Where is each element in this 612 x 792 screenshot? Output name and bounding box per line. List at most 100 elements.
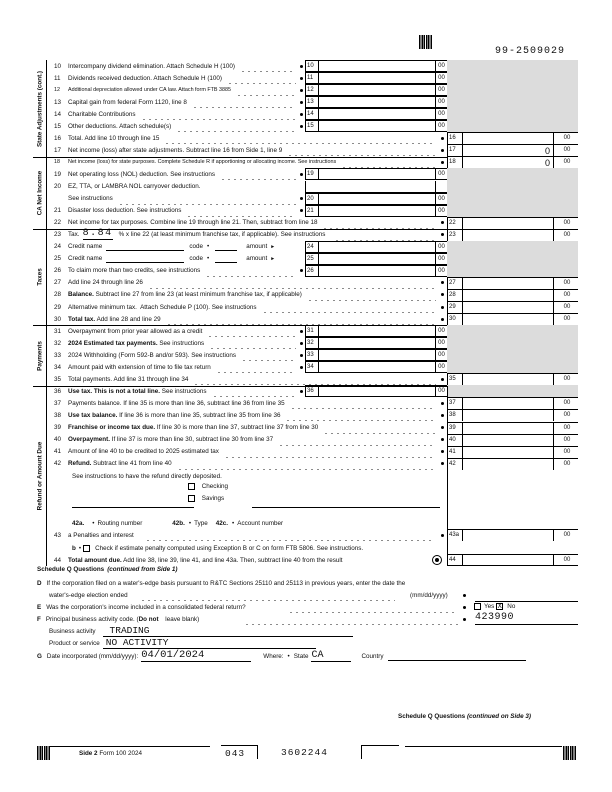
shaded-area (447, 60, 578, 73)
line-36: 36 Use tax. This is not a total line. See… (54, 387, 207, 395)
line-28-box[interactable]: 28 00 (447, 288, 578, 301)
business-activity-code-field[interactable]: 423990 (475, 612, 578, 625)
section-payments: Payments (33, 325, 47, 386)
line-12-box[interactable]: 12 00 (305, 84, 447, 97)
line-27-box[interactable]: 27 00 (447, 276, 578, 289)
credit-name-field[interactable] (106, 242, 185, 252)
leader-dots (220, 168, 296, 181)
line-30-box[interactable]: 30 00 (447, 313, 578, 326)
no-checkbox[interactable]: X (496, 603, 504, 611)
shaded-area (447, 96, 578, 109)
credit-code-field[interactable] (215, 254, 238, 264)
line-24-box[interactable]: 24 00 (305, 240, 447, 253)
savings-option[interactable]: Savings (188, 495, 224, 502)
line-37-box[interactable]: 37 00 (447, 397, 578, 410)
line-20-box[interactable]: 20 00 (305, 192, 447, 205)
line-15-box[interactable]: 15 00 (305, 120, 447, 133)
line-25-box[interactable]: 25 00 (305, 252, 447, 265)
yes-checkbox[interactable] (474, 603, 481, 610)
leader-dots (191, 96, 296, 109)
line-44-box[interactable]: 44 00 (447, 554, 578, 566)
state-field[interactable]: CA (311, 650, 352, 662)
line-24: 24 Credit name code • amount ► (54, 242, 276, 252)
divider (33, 229, 447, 230)
product-service-field[interactable]: NO ACTIVITY (102, 637, 316, 649)
line-42-box[interactable]: 42 00 (447, 457, 578, 470)
line-32-box[interactable]: 32 00 (305, 337, 447, 350)
shaded-area (447, 204, 578, 218)
bullet (441, 413, 444, 417)
date-incorporated-field[interactable]: 04/01/2024 (141, 650, 252, 662)
water-edge-date-field[interactable] (475, 601, 578, 602)
line-34-box[interactable]: 34 00 (305, 361, 447, 374)
line-29-box[interactable]: 29 00 (447, 301, 578, 313)
leader-dots (207, 325, 296, 338)
checking-option[interactable]: Checking (188, 483, 228, 490)
credit-name-field[interactable] (106, 254, 185, 264)
leader-dots (239, 60, 296, 72)
line-20: See instructions (68, 195, 113, 203)
line-19: 19 Net operating loss (NOL) deduction. Se… (54, 170, 216, 178)
leader-dots (140, 108, 296, 121)
country-field[interactable] (387, 652, 526, 661)
line-41-box[interactable]: 41 00 (447, 445, 578, 458)
bullet (441, 281, 444, 285)
line-18-box[interactable]: 18 0 00 (447, 156, 578, 169)
bullet (300, 353, 303, 357)
line-17-box[interactable]: 17 0 00 (447, 144, 578, 157)
line-19-box[interactable]: 19 00 (305, 168, 447, 181)
line-44: 44 Total amount due. Add line 38, line 39… (54, 556, 343, 564)
leader-dots (215, 361, 296, 374)
shaded-area (447, 192, 578, 206)
line-23-box[interactable]: 23 00 (447, 228, 578, 241)
shaded-area (447, 72, 578, 85)
bullet (441, 160, 444, 164)
line-38: 38 Use tax balance. If line 36 is more th… (54, 411, 281, 419)
bullet (441, 293, 444, 297)
savings-checkbox[interactable] (188, 495, 195, 502)
question-e: E Was the corporation's income included i… (37, 603, 246, 611)
leader-dots (323, 421, 436, 434)
leader-dots (288, 601, 458, 613)
line-31-box[interactable]: 31 00 (305, 325, 447, 338)
checking-checkbox[interactable] (188, 483, 195, 490)
divider (33, 325, 447, 326)
leader-dots (244, 613, 458, 625)
bullet (300, 112, 303, 116)
line-36-box[interactable]: 36 00 (305, 385, 447, 398)
bullet (441, 450, 444, 454)
line-22: 22 Net income for tax purposes. Combine l… (54, 219, 318, 227)
tax-rate-field[interactable]: 8.84 (82, 228, 113, 241)
account-number-field[interactable] (252, 507, 440, 508)
bullet (300, 341, 303, 345)
line-13-box[interactable]: 13 00 (305, 96, 447, 109)
bullet (300, 100, 303, 104)
line-26: 26 To claim more than two credits, see in… (54, 267, 201, 275)
line-14-box[interactable]: 14 00 (305, 108, 447, 121)
leader-dots (334, 228, 436, 241)
line-16-box[interactable]: 16 00 (447, 132, 578, 145)
line-39-box[interactable]: 39 00 (447, 421, 578, 434)
leader-dots (341, 156, 436, 169)
routing-number-field[interactable] (72, 507, 194, 508)
line-20-box[interactable] (305, 180, 447, 193)
leader-dots (186, 204, 296, 217)
credit-code-field[interactable] (215, 242, 238, 252)
line-40-box[interactable]: 40 00 (447, 433, 578, 446)
line-33-box[interactable]: 33 00 (305, 349, 447, 362)
line-10-box[interactable]: 10 00 (305, 60, 447, 72)
line-26-box[interactable]: 26 00 (305, 264, 447, 277)
business-activity-field[interactable]: TRADING (102, 625, 353, 637)
line-22-box[interactable]: 22 00 (447, 216, 578, 229)
line-11-box[interactable]: 11 00 (305, 72, 447, 85)
line-21-box[interactable]: 21 00 (305, 204, 447, 217)
question-g: G Date incorporated (mm/dd/yyyy): 04/01/2… (37, 650, 526, 662)
line-40: 40 Overpayment. If line 37 is more than l… (54, 436, 274, 444)
line-43a: 43 a Penalties and interest (54, 531, 134, 539)
line-43a-box[interactable]: 43a 00 (447, 529, 578, 541)
bullet (463, 606, 466, 609)
line-35-box[interactable]: 35 00 (447, 373, 578, 386)
estimate-penalty-checkbox[interactable] (83, 544, 91, 552)
line-38-box[interactable]: 38 00 (447, 409, 578, 422)
leader-dots (147, 276, 436, 289)
